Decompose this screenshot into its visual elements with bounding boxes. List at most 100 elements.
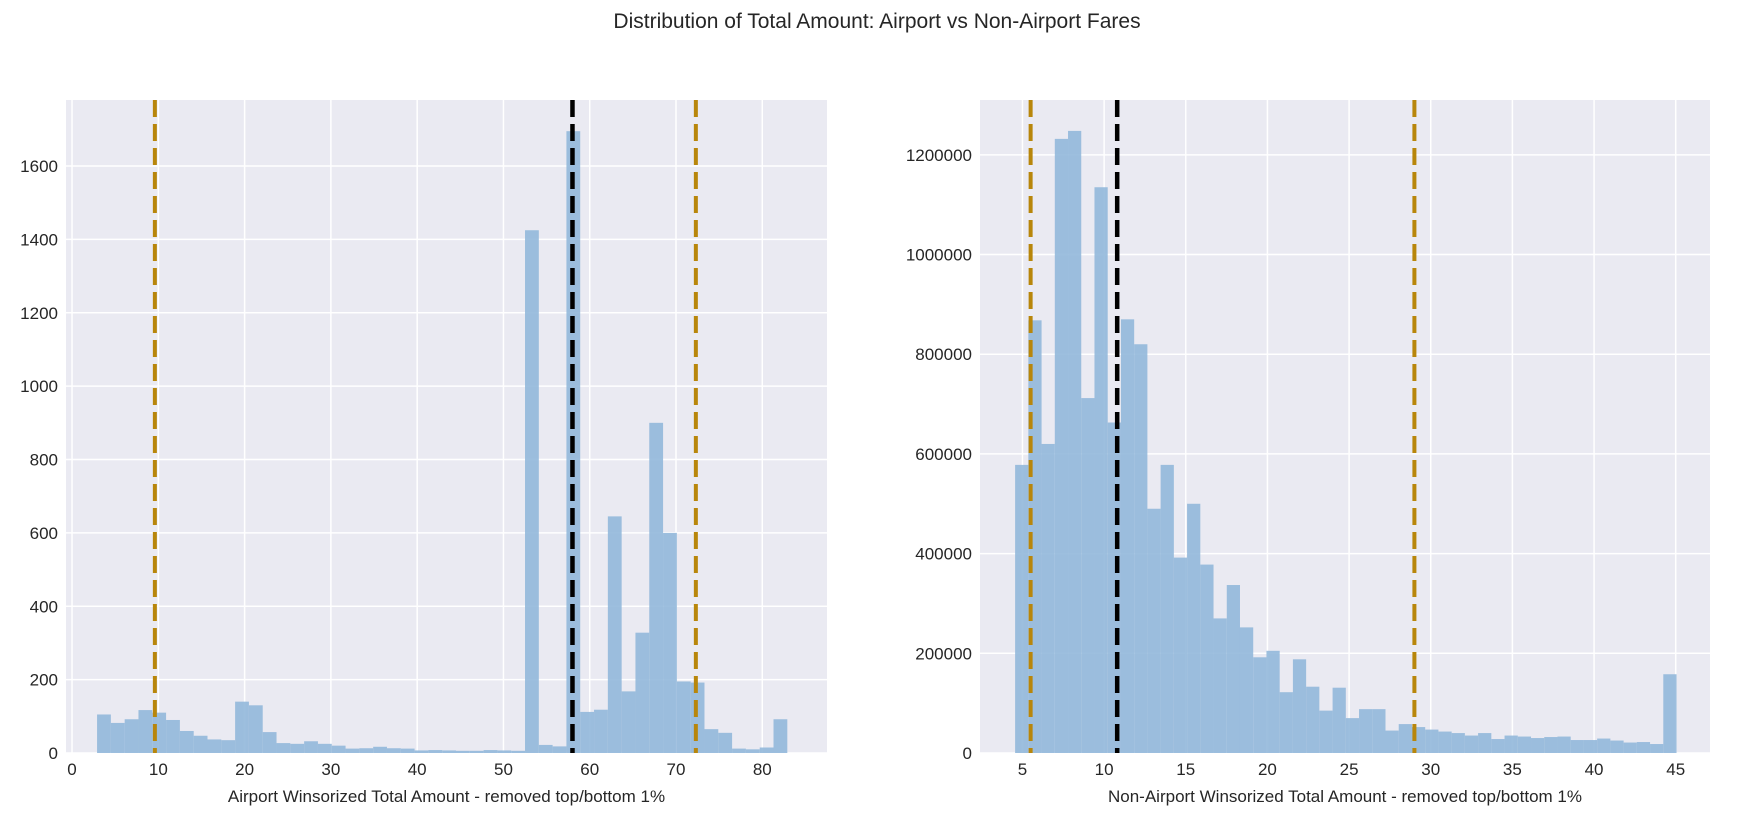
chart1-panel: 0 10 20 30 40 50 60 70 8002004006008001000120014… (20, 100, 827, 806)
chart2-histogram-bar (1583, 740, 1598, 753)
chart1-histogram-bar (511, 750, 526, 753)
chart1-histogram-bar (428, 750, 443, 753)
chart1-x-tick-label: 60 (580, 760, 599, 779)
chart1-x-tick-label: 0 (67, 760, 76, 779)
chart1-plot-background (66, 100, 827, 753)
chart1-histogram-bar (97, 714, 111, 753)
chart1-histogram-bar (345, 748, 360, 753)
chart2-histogram-bar (1094, 187, 1108, 754)
chart2-histogram-bar (1332, 687, 1346, 753)
chart1-x-tick-label: 70 (667, 760, 686, 779)
chart1-x-tick-label: 20 (235, 760, 254, 779)
chart2-histogram-bar (1266, 650, 1280, 753)
chart1-histogram-bar (290, 743, 305, 753)
chart2-histogram-bar (1054, 138, 1069, 753)
chart1-histogram-bar (179, 730, 194, 753)
chart1-y-tick-label: 1200 (20, 304, 58, 323)
chart2-histogram-bar (1478, 733, 1492, 753)
chart1-histogram-bar (414, 750, 429, 753)
chart2-histogram-bar (1636, 742, 1651, 753)
chart2-histogram-bar (1372, 709, 1386, 753)
chart2-histogram-bar (1359, 709, 1373, 753)
chart2-histogram-bar (1398, 724, 1412, 753)
chart2-y-tick-label: 200000 (915, 644, 972, 663)
chart2-x-tick-label: 15 (1176, 760, 1195, 779)
chart1-histogram-bar (400, 748, 415, 753)
chart1-histogram-bar (221, 740, 236, 753)
chart1-histogram-bar (166, 719, 180, 753)
chart2-histogram-bar (1570, 740, 1584, 753)
chart2-histogram-bar (1504, 735, 1518, 753)
chart2-histogram-bar (1147, 508, 1161, 753)
chart2-histogram-bar (1015, 464, 1029, 753)
chart1-histogram-bar (525, 230, 539, 753)
chart2-histogram-bar (1438, 731, 1452, 753)
chart1-histogram-bar (304, 741, 318, 753)
chart1-x-tick-label: 30 (321, 760, 340, 779)
chart2-x-tick-label: 45 (1666, 760, 1685, 779)
chart2-x-tick-label: 5 (1018, 760, 1027, 779)
chart1-x-tick-label: 50 (494, 760, 513, 779)
chart2-histogram-bar (1134, 344, 1148, 753)
chart1-histogram-bar (621, 691, 636, 753)
chart2-histogram-bar (1385, 730, 1399, 753)
chart2-x-tick-label: 35 (1503, 760, 1522, 779)
chart2-histogram-bar (1610, 740, 1624, 753)
chart1-histogram-bar (704, 729, 719, 753)
chart2-histogram-bar (1306, 686, 1320, 753)
chart2-histogram-bar (1253, 657, 1267, 753)
chart1-histogram-bar (455, 750, 470, 753)
chart1-histogram-bar (594, 709, 608, 753)
chart1-histogram-bar (663, 532, 677, 753)
chart1-histogram-bar (359, 748, 374, 753)
chart2-y-tick-label: 1000000 (906, 246, 972, 265)
chart1-histogram-bar (538, 744, 553, 753)
chart2-histogram-bar (1041, 443, 1055, 753)
chart2-histogram-bar (1081, 398, 1095, 753)
chart1-histogram-bar (124, 719, 139, 753)
chart2-histogram-bar (1226, 585, 1240, 753)
chart1-histogram-bar (649, 422, 664, 753)
chart1-y-tick-label: 800 (30, 451, 58, 470)
chart1-x-tick-label: 40 (408, 760, 427, 779)
chart2-histogram-bar (1531, 738, 1545, 753)
chart2-x-tick-label: 20 (1258, 760, 1277, 779)
chart1-y-tick-label: 400 (30, 597, 58, 616)
chart1-y-tick-label: 1600 (20, 157, 58, 176)
chart2-histogram-bar (1173, 557, 1188, 753)
chart1-histogram-bar (138, 710, 153, 753)
chart1-histogram-bar (676, 681, 691, 753)
chart2-histogram-bar (1200, 564, 1214, 753)
chart1-x-axis-label: Airport Winsorized Total Amount - remove… (228, 787, 665, 806)
chart2-histogram-bar (1292, 659, 1307, 753)
chart2-histogram-bar (1517, 736, 1532, 753)
chart1-y-tick-label: 1000 (20, 377, 58, 396)
chart1-histogram-bar (732, 748, 746, 753)
chart1-histogram-bar (331, 745, 346, 753)
chart2-y-tick-label: 800000 (915, 345, 972, 364)
chart1-histogram-bar (469, 750, 484, 753)
chart2-histogram-bar (1597, 738, 1611, 753)
chart1-histogram-bar (442, 750, 456, 753)
chart1-histogram-bar (235, 701, 249, 753)
chart1-histogram-bar (690, 682, 705, 753)
chart2-panel: 5 10 15 20 25 30 35 40 45 0 200000 400000 600000 8000… (906, 100, 1710, 806)
chart2-histogram-bar (1213, 618, 1227, 753)
chart2-histogram-bar (1187, 503, 1201, 753)
figure-title: Distribution of Total Amount: Airport vs… (613, 10, 1141, 33)
chart1-histogram-bar (110, 722, 125, 753)
chart2-histogram-bar (1160, 464, 1174, 753)
chart2-y-tick-label: 400000 (915, 545, 972, 564)
chart2-histogram-bar (1650, 744, 1664, 753)
chart1-x-tick-label: 80 (753, 760, 772, 779)
chart2-histogram-bar (1068, 130, 1082, 754)
chart1-histogram-bar (276, 743, 291, 753)
chart2-histogram-bar (1239, 627, 1254, 753)
chart1-y-tick-label: 600 (30, 524, 58, 543)
chart2-histogram-bar (1120, 319, 1135, 753)
chart1-histogram-bar (152, 712, 167, 753)
chart1-histogram-bar (386, 748, 401, 753)
chart2-x-axis-label: Non-Airport Winsorized Total Amount - re… (1108, 787, 1582, 806)
